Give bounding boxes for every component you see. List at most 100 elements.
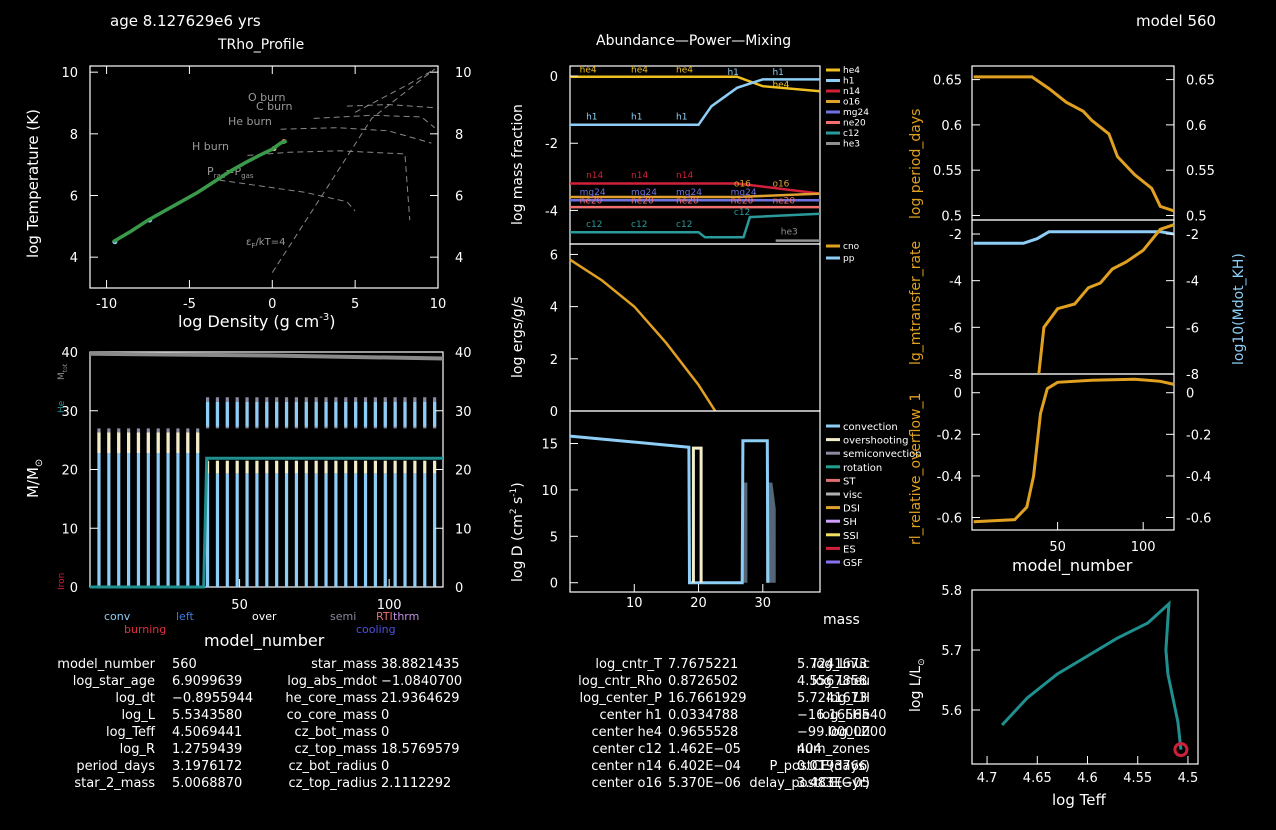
info-value: 6.402E−04 (668, 759, 741, 774)
ef-kt-label: εF/kT=4 (246, 237, 285, 250)
burn-line-5 (271, 68, 436, 273)
trho-ylabel: log Temperature (K) (24, 109, 42, 258)
power-ticks: 0 2 4 6 (550, 248, 578, 420)
hist3-ytick-label: -0.2 (937, 428, 962, 443)
hist1-ytick-right-label: 0.55 (1186, 164, 1215, 179)
info-label: log_LH (826, 691, 870, 706)
mixing-xtick-label: 10 (626, 596, 643, 611)
abund-mg24-line-label: mg24 (676, 188, 702, 198)
info-value: 18.5769579 (381, 742, 460, 757)
info-value: 0.9655528 (668, 725, 739, 740)
abund-ne20-line-label: ne20 (676, 196, 699, 206)
info-table: model_number 560 star_mass 38.8821435 log_cn… (0, 657, 900, 797)
abund-n14-line (570, 182, 821, 195)
mixing-legend-DSI: DSI (843, 504, 860, 515)
abund-ytick-label: 0 (550, 70, 558, 85)
kipp-xlabel: model_number (204, 631, 325, 651)
kipp-panel: 50 100 0 0 10 10 20 20 30 30 40 40 Mtot He Iron M/M… (24, 346, 472, 651)
hist3-ytick-label: -0.4 (937, 470, 962, 485)
mixing-xtick-label: 20 (690, 596, 707, 611)
trho-frame (89, 65, 439, 289)
history-ticks: 0.5 0.5 0.55 0.55 0.6 0.6 0.65 0.65 -8 -8 -6 -6 -4 -4… (933, 74, 1215, 555)
hist3-ytick-right-label: -0.4 (1186, 470, 1211, 485)
abund-mg24-line-label: mg24 (580, 188, 606, 198)
abund-lines: he4 he4 he4 he4 h1 h1 h1 h1 h1 n14 n14 n14 mg24 mg24 m… (570, 65, 821, 242)
model-label: model 560 (1136, 12, 1217, 30)
info-label: he_core_mass (285, 691, 377, 706)
power-legend: cno pp (826, 242, 860, 264)
info-value: 21.9364629 (381, 691, 460, 706)
kipp-legend-rti: RTI (376, 610, 393, 623)
trho-ytick-right-label: 4 (455, 251, 463, 266)
hist2-ytick-right-label: -2 (1186, 228, 1199, 243)
power-ytick-label: 0 (550, 405, 558, 420)
burn-line-2 (313, 114, 436, 129)
abund-h1-line-label: h1 (772, 68, 783, 78)
hist3-ytick-right-label: 0 (1186, 387, 1194, 402)
trho-ytick-right-label: 6 (455, 190, 463, 205)
power-frame (569, 243, 821, 412)
hr-ytick-label: 5.7 (941, 644, 962, 659)
abund-ytick-label: -4 (545, 204, 558, 219)
mix-convection-line (569, 434, 770, 585)
mixing-legend: convection overshooting semiconvection rota… (826, 422, 922, 569)
trho-panel: TRho_Profile -10 -5 0 5 104 46 68 810 10 O burn … (24, 37, 472, 331)
burn-line-4 (219, 179, 356, 212)
info-value: 5.7241673 (797, 691, 868, 706)
kipp-bars (97, 397, 437, 587)
info-label: log_LZ (827, 725, 870, 740)
kipp-ylabel: M/M⊙ (24, 459, 45, 498)
trho-xtick-label: -5 (183, 297, 196, 312)
info-value: 0 (381, 725, 390, 740)
abund-frame (569, 65, 821, 245)
mdot-kh-line (973, 230, 1175, 245)
info-value: −0.8955944 (172, 691, 254, 706)
hist1-ytick-label: 0.65 (933, 74, 962, 89)
kipp-ytick-label: 20 (61, 464, 78, 479)
abund-legend-n14: n14 (843, 87, 860, 97)
info-label: log_cntr_Rho (578, 674, 662, 689)
abund-ylabel: log mass fraction (510, 104, 526, 225)
info-label: cz_top_mass (294, 742, 377, 757)
burn-line-0 (247, 150, 411, 221)
mixing-legend-overshooting: overshooting (843, 436, 908, 447)
trho-title: TRho_Profile (217, 37, 304, 53)
trho-ytick-label: 10 (61, 66, 78, 81)
trho-xtick-label: 10 (430, 297, 447, 312)
power-ylabel: log ergs/g/s (510, 296, 526, 378)
info-value: 0 (381, 708, 390, 723)
trho-ytick-label: 6 (70, 190, 78, 205)
c-burn-label: C burn (256, 100, 292, 113)
mixing-legend-SH: SH (843, 517, 857, 528)
hist-left-label-1: log period_days (908, 109, 924, 219)
abund-h1-line-label: h1 (727, 68, 738, 78)
trho-xtick-label: 5 (351, 297, 359, 312)
hist-left-label-3: rl_relative_overflow_1 (908, 393, 924, 545)
info-value: 5.5343580 (172, 708, 243, 723)
abund-legend-mg24: mg24 (843, 108, 869, 118)
hist2-ytick-right-label: -6 (1186, 321, 1199, 336)
info-value: 3.1976172 (172, 759, 243, 774)
hist3-ytick-right-label: -0.2 (1186, 428, 1211, 443)
info-value: 2.1112292 (381, 776, 452, 791)
hr-ylabel: log L/L⊙ (908, 658, 927, 712)
mixing-ytick-label: 10 (541, 484, 558, 499)
info-label: star_2_mass (74, 776, 155, 791)
abund-n14-line-label: n14 (586, 171, 603, 181)
info-value: 5.0068870 (172, 776, 243, 791)
mixing-ylabel: log D (cm2 s-1) (509, 482, 526, 582)
abund-legend-he4: he4 (843, 66, 860, 76)
abund-h1-line-label: h1 (586, 112, 597, 122)
info-label: log_center_P (579, 691, 662, 706)
info-value: 4.5069441 (172, 725, 243, 740)
trho-xtick-label: 0 (268, 297, 276, 312)
info-label: log_star_age (72, 674, 155, 689)
info-label: log_L (121, 708, 155, 723)
mixing-legend-SSI: SSI (843, 531, 859, 542)
info-label: log_abs_mdot (287, 674, 377, 689)
info-value: −99.0000000 (797, 725, 887, 740)
abund-he4-line-label: he4 (580, 65, 597, 75)
h-burn-label: H burn (192, 140, 229, 153)
kipp-xtick-label: 50 (231, 598, 248, 613)
hr-xtick-label: 4.5 (1178, 771, 1199, 786)
